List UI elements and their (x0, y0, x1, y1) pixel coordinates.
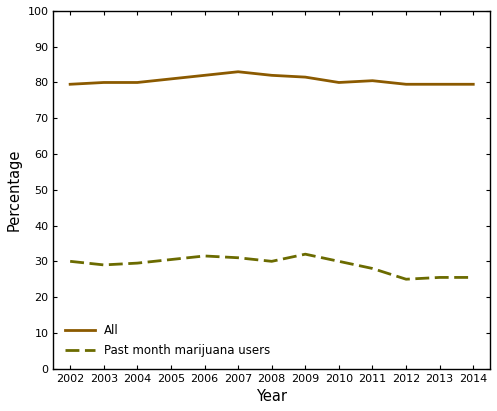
All (437, 82, 443, 87)
Past month marijuana users (202, 254, 208, 259)
All (403, 82, 409, 87)
Past month marijuana users (168, 257, 174, 262)
All (336, 80, 342, 85)
Y-axis label: Percentage: Percentage (7, 149, 22, 231)
All (470, 82, 476, 87)
Past month marijuana users (369, 266, 375, 271)
All (168, 76, 174, 81)
Past month marijuana users (269, 259, 275, 264)
Past month marijuana users (101, 263, 107, 268)
All (67, 82, 73, 87)
All (202, 73, 208, 78)
Past month marijuana users (235, 255, 241, 260)
All (269, 73, 275, 78)
All (101, 80, 107, 85)
All (302, 75, 308, 80)
Past month marijuana users (336, 259, 342, 264)
Line: Past month marijuana users: Past month marijuana users (70, 254, 473, 279)
Legend: All, Past month marijuana users: All, Past month marijuana users (59, 318, 276, 363)
X-axis label: Year: Year (256, 389, 287, 404)
All (369, 78, 375, 83)
All (134, 80, 140, 85)
Past month marijuana users (67, 259, 73, 264)
Line: All: All (70, 72, 473, 84)
All (235, 69, 241, 74)
Past month marijuana users (302, 252, 308, 256)
Past month marijuana users (437, 275, 443, 280)
Past month marijuana users (470, 275, 476, 280)
Past month marijuana users (403, 277, 409, 282)
Past month marijuana users (134, 261, 140, 266)
